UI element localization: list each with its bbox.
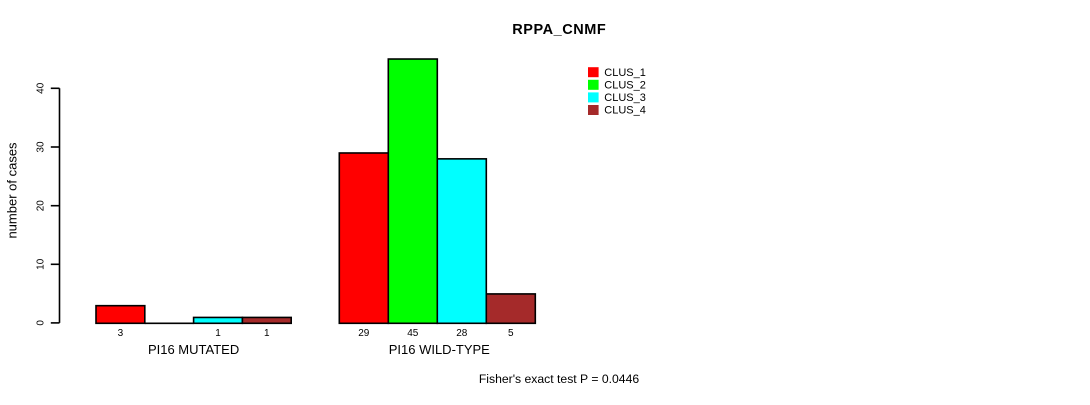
svg-text:3: 3 xyxy=(118,328,124,339)
svg-text:1: 1 xyxy=(215,328,221,339)
svg-text:1: 1 xyxy=(264,328,270,339)
svg-text:Fisher's exact test P = 0.0446: Fisher's exact test P = 0.0446 xyxy=(479,372,640,386)
svg-text:CLUS_3: CLUS_3 xyxy=(604,92,646,104)
svg-text:0: 0 xyxy=(36,320,47,326)
svg-text:number of cases: number of cases xyxy=(5,142,20,239)
svg-text:10: 10 xyxy=(36,258,47,270)
svg-text:30: 30 xyxy=(36,141,47,153)
svg-text:RPPA_CNMF: RPPA_CNMF xyxy=(512,22,606,38)
svg-text:PI16 MUTATED: PI16 MUTATED xyxy=(148,342,239,357)
svg-text:40: 40 xyxy=(36,82,47,94)
svg-text:5: 5 xyxy=(508,328,514,339)
svg-text:CLUS_2: CLUS_2 xyxy=(604,79,646,91)
svg-text:20: 20 xyxy=(36,200,47,212)
svg-text:45: 45 xyxy=(407,328,419,339)
svg-text:28: 28 xyxy=(456,328,468,339)
svg-text:CLUS_1: CLUS_1 xyxy=(604,67,646,79)
svg-text:CLUS_4: CLUS_4 xyxy=(604,105,646,117)
svg-text:29: 29 xyxy=(358,328,370,339)
svg-text:PI16 WILD-TYPE: PI16 WILD-TYPE xyxy=(389,342,490,357)
